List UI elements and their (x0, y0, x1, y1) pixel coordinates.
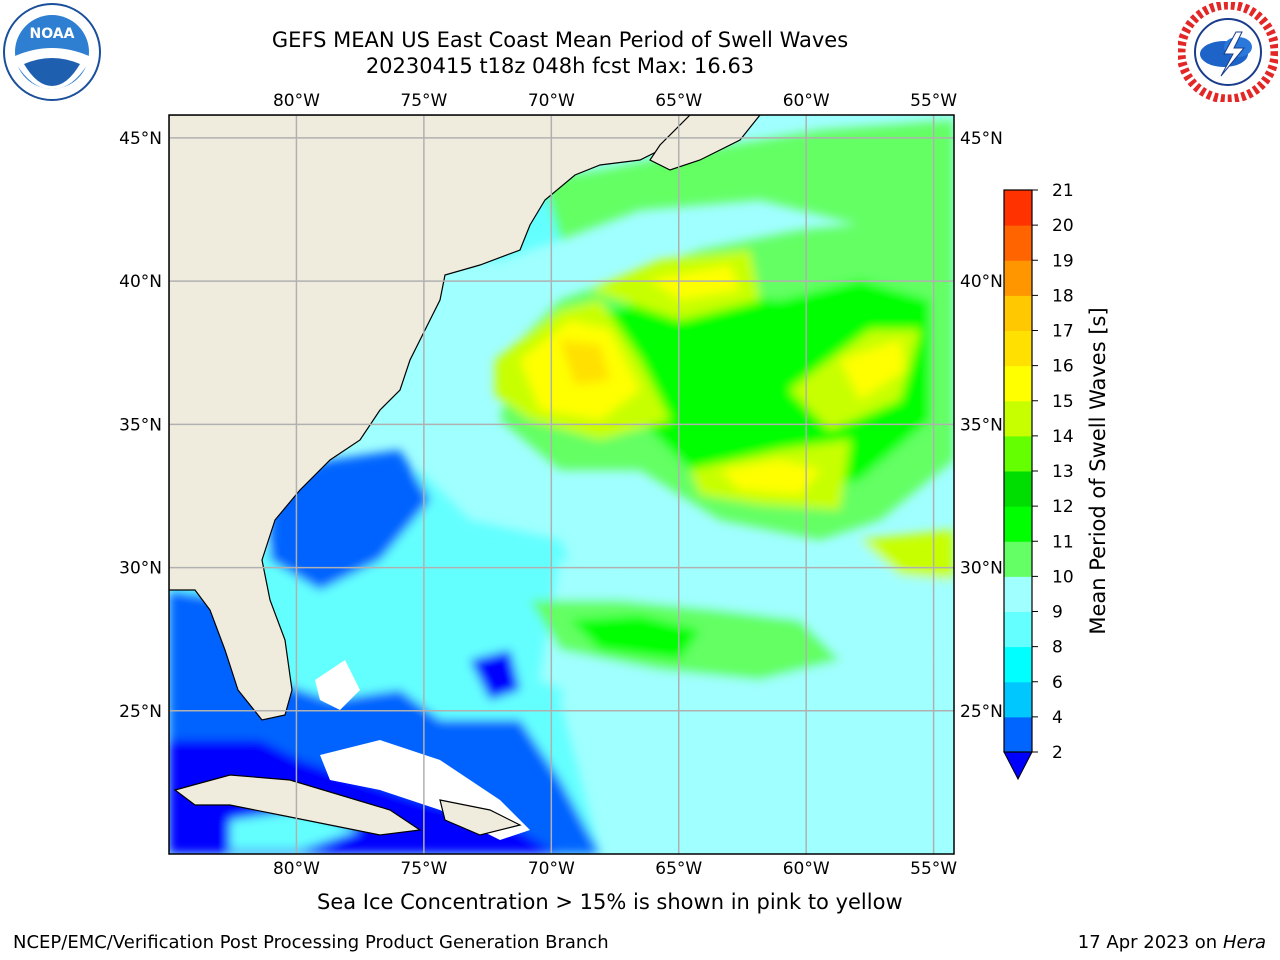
latitude-labels-left: 45°N 40°N 35°N 30°N 25°N (119, 129, 162, 722)
colorbar-segment (1004, 716, 1032, 753)
lon-label-bottom: 80°W (273, 859, 320, 879)
colorbar-tick-label: 2 (1052, 743, 1063, 763)
footer-date-text: 17 Apr 2023 on (1077, 932, 1223, 953)
chart-title: GEFS MEAN US East Coast Mean Period of S… (271, 28, 849, 52)
colorbar-segment (1004, 611, 1032, 648)
colorbar-segment (1004, 681, 1032, 718)
colorbar-segment (1004, 400, 1032, 437)
lon-label-bottom: 75°W (400, 859, 447, 879)
lat-label-left: 40°N (119, 272, 162, 292)
colorbar-title: Mean Period of Swell Waves [s] (1086, 307, 1110, 634)
colorbar-tick-label: 16 (1052, 357, 1074, 377)
lon-label-bottom: 70°W (528, 859, 575, 879)
colorbar-tick-label: 9 (1052, 603, 1063, 623)
colorbar-segment (1004, 576, 1032, 612)
footer-date: 17 Apr 2023 on Hera (1078, 932, 1266, 953)
lon-label-bottom: 60°W (783, 859, 830, 879)
lat-label-right: 35°N (960, 415, 1003, 435)
lon-label-top: 80°W (273, 91, 320, 111)
colorbar-segment (1004, 365, 1032, 402)
colorbar-tick-label: 14 (1052, 427, 1074, 447)
graticule (169, 115, 954, 854)
colorbar-tick-label: 12 (1052, 497, 1074, 517)
lat-label-right: 45°N (960, 129, 1003, 149)
colorbar-tick-label: 13 (1052, 462, 1074, 482)
colorbar-tick-label: 21 (1052, 181, 1074, 201)
lon-label-top: 75°W (400, 91, 447, 111)
colorbar-segment (1004, 330, 1032, 367)
lat-label-right: 40°N (960, 272, 1003, 292)
lat-label-left: 25°N (119, 702, 162, 722)
colorbar-tick-label: 18 (1052, 286, 1074, 306)
chart-subtitle: 20230415 t18z 048h fcst Max: 16.63 (365, 54, 755, 78)
longitude-labels-top: 80°W 75°W 70°W 65°W 60°W 55°W (273, 91, 957, 111)
sea-ice-caption: Sea Ice Concentration > 15% is shown in … (317, 890, 903, 914)
lon-label-bottom: 65°W (655, 859, 702, 879)
colorbar-segment (1004, 541, 1032, 577)
colorbar-tick-label: 15 (1052, 392, 1074, 412)
colorbar-segment (1004, 471, 1032, 507)
colorbar-tick-label: 4 (1052, 708, 1063, 728)
lat-label-left: 35°N (119, 415, 162, 435)
colorbar-segment (1004, 646, 1032, 683)
latitude-labels-right: 45°N 40°N 35°N 30°N 25°N (960, 129, 1003, 722)
noaa-logo: NOAA (3, 3, 101, 101)
land-areas (169, 115, 761, 836)
colorbar-segment (1004, 225, 1032, 261)
lon-label-top: 65°W (655, 91, 702, 111)
lon-label-top: 55°W (910, 91, 957, 111)
colorbar-segment (1004, 190, 1032, 226)
lat-label-left: 30°N (119, 559, 162, 579)
colorbar-segment (1004, 506, 1032, 542)
colorbar-segment (1004, 435, 1032, 472)
footer-credit: NCEP/EMC/Verification Post Processing Pr… (13, 932, 609, 953)
colorbar-extend-min (1003, 751, 1033, 781)
colorbar-segment (1004, 295, 1032, 331)
colorbar-segment (1004, 260, 1032, 296)
colorbar: 2 4 6 8 9 10 11 12 13 14 15 16 17 18 19 20 21 (1003, 181, 1074, 781)
nws-logo (1178, 2, 1278, 102)
colorbar-tick-label: 17 (1052, 322, 1074, 342)
longitude-labels-bottom: 80°W 75°W 70°W 65°W 60°W 55°W (273, 859, 957, 879)
colorbar-tick-label: 11 (1052, 532, 1074, 552)
lon-label-bottom: 55°W (910, 859, 957, 879)
colorbar-tick-label: 19 (1052, 251, 1074, 271)
lat-label-right: 25°N (960, 702, 1003, 722)
colorbar-tick-label: 8 (1052, 638, 1063, 658)
lon-label-top: 60°W (783, 91, 830, 111)
colorbar-tick-label: 6 (1052, 673, 1063, 693)
footer-host: Hera (1222, 932, 1266, 953)
svg-text:NOAA: NOAA (30, 26, 75, 42)
lat-label-right: 30°N (960, 559, 1003, 579)
lat-label-left: 45°N (119, 129, 162, 149)
map-frame (168, 114, 955, 855)
colorbar-tick-label: 20 (1052, 216, 1074, 236)
lon-label-top: 70°W (528, 91, 575, 111)
colorbar-tick-label: 10 (1052, 567, 1074, 587)
